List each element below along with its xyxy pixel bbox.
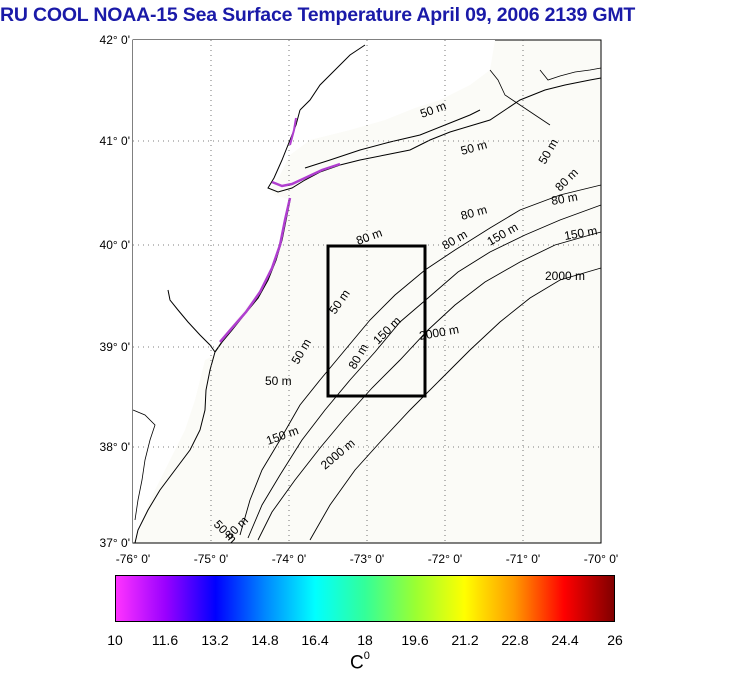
colorbar-tick: 18 [357, 632, 373, 648]
lat-tick: 41° 0' [99, 134, 130, 148]
lat-tick: 42° 0' [99, 33, 130, 47]
lon-tick: -70° 0' [583, 552, 619, 566]
lat-tick: 40° 0' [99, 238, 130, 252]
lon-tick: -76° 0' [115, 552, 151, 566]
coastline-long-island [304, 109, 481, 169]
coastline-ny [299, 44, 366, 111]
colorbar-tick: 21.2 [451, 632, 479, 648]
coastline-chesapeake [132, 409, 156, 521]
lon-tick: -72° 0' [427, 552, 463, 566]
lon-tick: -74° 0' [271, 552, 307, 566]
colorbar-tick: 10 [107, 632, 123, 648]
map-title: RU COOL NOAA-15 Sea Surface Temperature … [0, 4, 636, 26]
colorbar-tick: 16.4 [301, 632, 329, 648]
bathymetry-contours [239, 184, 602, 541]
coastline-ne [489, 67, 602, 126]
study-box [326, 244, 427, 398]
colorbar-tick: 13.2 [201, 632, 229, 648]
colorbar-tick: 22.8 [501, 632, 529, 648]
lat-tick: 38° 0' [99, 440, 130, 454]
lon-tick: -71° 0' [505, 552, 541, 566]
colorbar-tick: 11.6 [151, 632, 179, 648]
colorbar-tick: 26 [607, 632, 623, 648]
lat-tick: 39° 0' [99, 340, 130, 354]
colorbar-tick: 14.8 [251, 632, 279, 648]
land-mass [133, 40, 495, 543]
colorbar-unit: C0 [350, 650, 370, 674]
sst-hudson-signal [289, 117, 297, 146]
lat-tick: 37° 0' [99, 536, 130, 550]
colorbar-tick: 24.4 [551, 632, 579, 648]
colorbar-tick: 19.6 [401, 632, 429, 648]
coastline-delaware [134, 289, 216, 544]
lon-tick: -75° 0' [193, 552, 229, 566]
lon-tick: -73° 0' [349, 552, 385, 566]
color-bar [115, 575, 615, 622]
coastline [267, 77, 602, 193]
sst-coastal-signal [219, 162, 341, 343]
grid [133, 40, 601, 543]
